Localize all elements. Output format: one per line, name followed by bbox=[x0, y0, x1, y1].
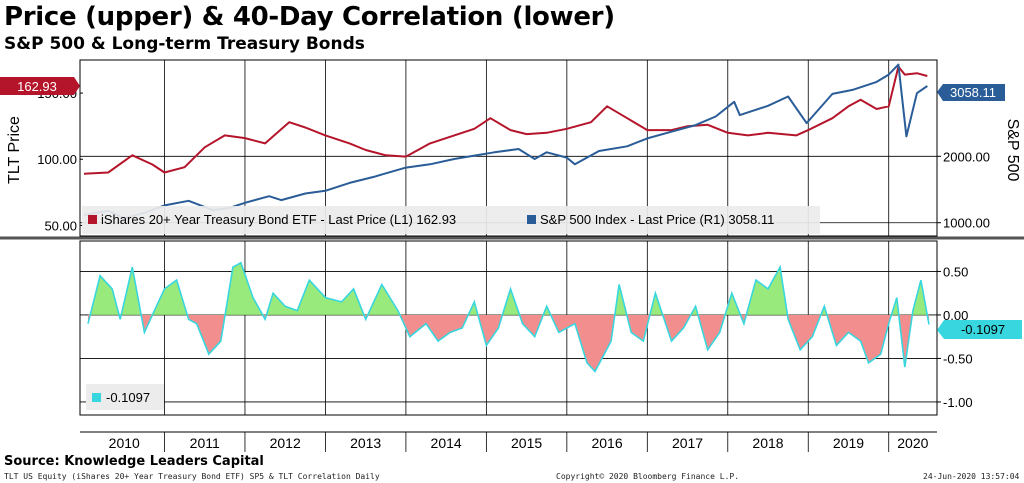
lower-legend: -0.1097 bbox=[86, 384, 164, 410]
legend-label-corr: -0.1097 bbox=[106, 390, 150, 405]
spx-last-value-tag: 3058.11 bbox=[937, 84, 1005, 101]
corr-last-value: -0.1097 bbox=[961, 322, 1005, 337]
corr-positive-area bbox=[88, 262, 929, 315]
security-description: TLT US Equity (iShares 20+ Year Treasury… bbox=[4, 472, 380, 481]
year-label-2010: 2010 bbox=[109, 435, 140, 451]
ytick-lower-label: 0.00 bbox=[943, 308, 968, 323]
timestamp: 24-Jun-2020 13:57:04 bbox=[923, 472, 1020, 481]
corr-line bbox=[87, 261, 930, 373]
lower-plot-area bbox=[79, 240, 938, 416]
upper-plot-area bbox=[79, 59, 938, 237]
left-axis-title: TLT Price bbox=[6, 116, 23, 184]
year-label-2020: 2020 bbox=[897, 435, 928, 451]
year-label-2015: 2015 bbox=[511, 435, 542, 451]
ytick-lower-label: -0.50 bbox=[943, 351, 973, 366]
ytick-lower-label: -1.00 bbox=[943, 395, 973, 410]
ytick-lower-label: 0.50 bbox=[943, 264, 968, 279]
legend-swatch-spx bbox=[527, 215, 536, 224]
legend-label-spx: S&P 500 Index - Last Price (R1) 3058.11 bbox=[540, 212, 774, 227]
year-label-2012: 2012 bbox=[270, 435, 301, 451]
copyright-note: Copyright© 2020 Bloomberg Finance L.P. bbox=[556, 472, 740, 481]
year-label-2019: 2019 bbox=[833, 435, 864, 451]
spx-last-value: 3058.11 bbox=[950, 85, 996, 100]
ytick-right-label: 2000.00 bbox=[943, 149, 990, 164]
spx-price-line bbox=[83, 63, 928, 220]
legend-swatch-corr bbox=[92, 393, 101, 402]
year-axis: 2010 2011 2012 2013 2014 2015 2016 2017 2018 2019… bbox=[109, 432, 929, 452]
tlt-last-value-tag: 162.93 bbox=[0, 77, 80, 95]
lower-series bbox=[87, 261, 930, 373]
corr-last-value-tag: -0.1097 bbox=[937, 320, 1022, 339]
year-label-2018: 2018 bbox=[752, 435, 783, 451]
source-note: Source: Knowledge Leaders Capital bbox=[4, 454, 264, 469]
right-axis-title: S&P 500 bbox=[1004, 119, 1021, 182]
chart-subtitle: S&P 500 & Long-term Treasury Bonds bbox=[4, 34, 365, 54]
ytick-right-label: 1000.00 bbox=[943, 216, 990, 231]
tlt-price-line bbox=[83, 65, 928, 175]
ytick-left-label: 100.00 bbox=[37, 152, 77, 167]
ytick-left-label: 50.00 bbox=[44, 218, 77, 233]
lower-axis-ticks: 0.50 0.00 -0.50 -1.00 bbox=[937, 264, 973, 410]
year-label-2014: 2014 bbox=[431, 435, 462, 451]
year-label-2016: 2016 bbox=[591, 435, 622, 451]
upper-legend: iShares 20+ Year Treasury Bond ETF - Las… bbox=[82, 206, 820, 234]
chart-title: Price (upper) & 40-Day Correlation (lowe… bbox=[4, 2, 615, 32]
upper-series bbox=[83, 63, 928, 220]
legend-label-tlt: iShares 20+ Year Treasury Bond ETF - Las… bbox=[101, 212, 456, 227]
year-label-2011: 2011 bbox=[190, 435, 220, 451]
corr-negative-area bbox=[88, 314, 929, 372]
legend-swatch-tlt bbox=[88, 215, 97, 224]
year-label-2013: 2013 bbox=[350, 435, 381, 451]
year-label-2017: 2017 bbox=[672, 435, 703, 451]
tlt-last-value: 162.93 bbox=[17, 79, 57, 94]
